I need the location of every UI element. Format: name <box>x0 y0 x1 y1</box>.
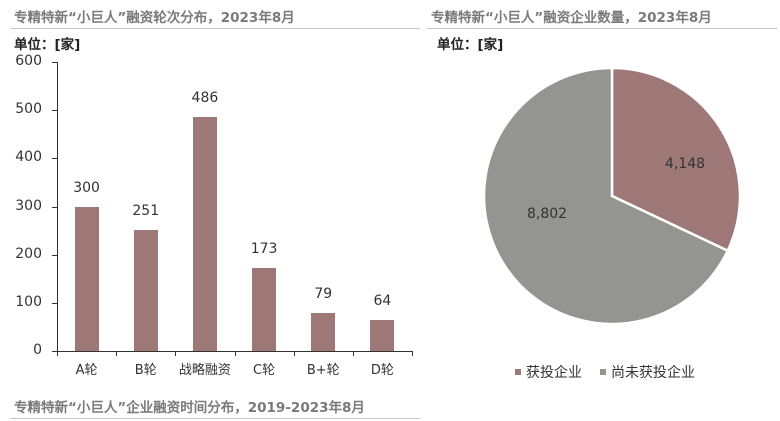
y-tick-label: 300 <box>15 197 42 214</box>
legend-label-not-invested: 尚未获投企业 <box>611 365 695 381</box>
x-tick-mark <box>234 351 236 356</box>
bar-value-label: 251 <box>132 203 160 220</box>
bar <box>192 116 217 351</box>
pie-slice-not-invested <box>482 66 730 326</box>
x-category-label: B+轮 <box>306 363 340 378</box>
pie-chart-title: 专精特新“小巨人”融资企业数量，2023年8月 <box>431 10 712 26</box>
y-tick-label: 100 <box>15 293 42 310</box>
y-axis <box>57 62 58 352</box>
pie-title-divider <box>427 28 777 29</box>
y-tick-mark <box>52 110 57 112</box>
bar-chart-unit: 单位：[家] <box>14 37 81 53</box>
legend-swatch-not-invested <box>600 369 606 375</box>
y-tick-label: 600 <box>15 53 42 69</box>
pie-label-invested: 4,148 <box>665 156 706 172</box>
x-category-label: 战略融资 <box>178 363 231 378</box>
y-tick-label: 200 <box>15 245 42 262</box>
x-category-label: D轮 <box>370 363 394 378</box>
legend-item-invested: 获投企业 <box>515 362 582 382</box>
bar <box>252 267 277 351</box>
pie-slice-invested <box>610 66 742 253</box>
x-category-label: A轮 <box>75 363 98 378</box>
y-tick-mark <box>52 158 57 160</box>
x-tick-mark <box>116 351 118 356</box>
x-tick-mark <box>293 351 295 356</box>
pie-label-not-invested: 8,802 <box>527 206 568 222</box>
pie-legend: 获投企业 尚未获投企业 <box>515 362 695 382</box>
bar-value-label: 300 <box>73 179 100 196</box>
x-tick-mark <box>352 351 354 356</box>
x-tick-mark <box>175 351 177 356</box>
bar-chart-title: 专精特新“小巨人”融资轮次分布，2023年8月 <box>14 10 295 26</box>
bar <box>311 312 336 351</box>
legend-item-not-invested: 尚未获投企业 <box>600 362 695 382</box>
pie-chart-unit: 单位：[家] <box>437 37 504 53</box>
y-tick-mark <box>52 62 57 63</box>
x-category-label: C轮 <box>253 363 276 378</box>
bottom-chart-title: 专精特新“小巨人”企业融资时间分布，2019-2023年8月 <box>14 400 365 416</box>
y-tick-label: 0 <box>33 342 42 358</box>
bar-value-label: 486 <box>191 89 219 106</box>
bottom-divider <box>10 418 420 419</box>
bar-value-label: 79 <box>314 285 333 302</box>
x-tick-mark <box>412 351 413 356</box>
bar <box>133 230 158 351</box>
legend-label-invested: 获投企业 <box>526 365 582 381</box>
bar-value-label: 173 <box>250 240 278 257</box>
x-axis <box>52 351 413 352</box>
y-tick-mark <box>52 254 57 256</box>
y-tick-mark <box>52 206 57 208</box>
legend-swatch-invested <box>515 369 521 375</box>
pie-chart <box>482 66 742 326</box>
y-tick-mark <box>52 351 57 352</box>
x-category-label: B轮 <box>134 363 157 378</box>
bar <box>370 320 395 351</box>
y-tick-label: 500 <box>15 101 42 118</box>
bar <box>74 206 99 351</box>
y-tick-label: 400 <box>15 149 42 166</box>
x-tick-mark <box>57 351 58 356</box>
title-divider <box>10 28 420 29</box>
bar-value-label: 64 <box>373 293 392 310</box>
y-tick-mark <box>52 302 57 304</box>
